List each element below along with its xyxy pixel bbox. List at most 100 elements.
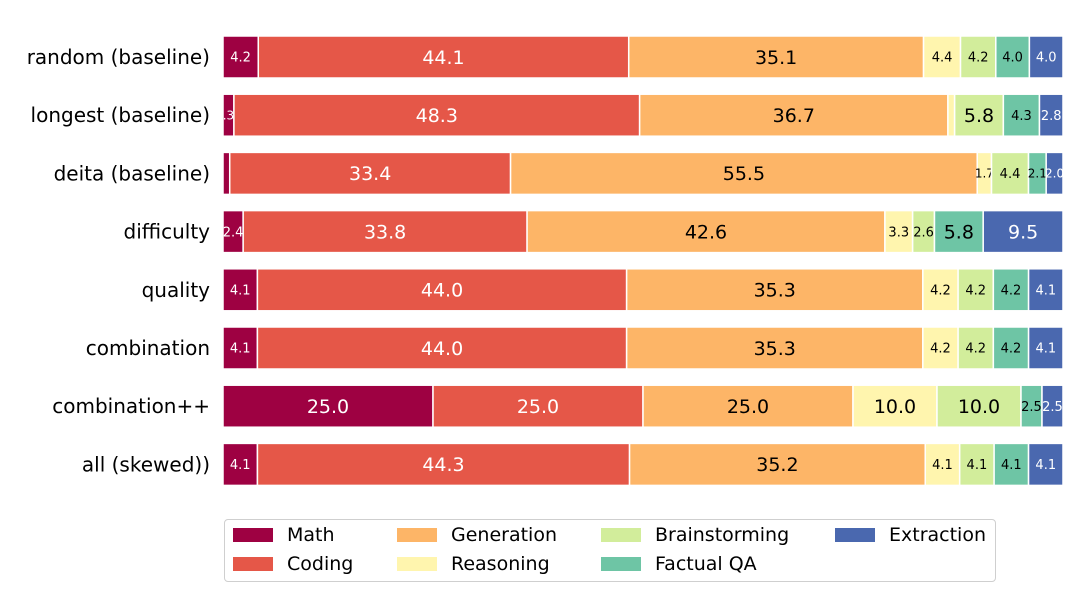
data-label: 4.2 — [1001, 283, 1022, 298]
bar-segment-brainstorming — [958, 442, 995, 487]
data-label: 36.7 — [773, 105, 815, 127]
data-label: 4.1 — [932, 458, 953, 473]
data-label: 25.0 — [307, 396, 349, 418]
bar-segment-extraction — [1027, 268, 1064, 312]
bar-segment-math — [222, 35, 260, 79]
bar-segment-brainstorming — [959, 35, 997, 79]
category-label: longest (baseline) — [31, 103, 210, 127]
bar-segment-reasoning — [924, 442, 961, 487]
data-label: 33.8 — [364, 221, 406, 243]
bar-segment-factual-qa — [995, 35, 1031, 79]
data-label: 2.1 — [1028, 167, 1047, 181]
bar-segment-reasoning — [884, 209, 914, 254]
bar-segment-factual-qa — [992, 326, 1030, 370]
data-label: 42.6 — [685, 221, 727, 243]
data-label: 4.3 — [1011, 109, 1032, 124]
bar-segment-factual-qa — [933, 209, 984, 254]
data-label: 4.2 — [930, 342, 951, 357]
bar-segment-factual-qa — [993, 442, 1030, 487]
category-label: combination++ — [52, 394, 210, 418]
bar-segment-generation — [526, 209, 886, 254]
data-label: 44.3 — [422, 454, 464, 476]
bar-segment-generation — [642, 384, 854, 428]
data-label: 4.0 — [1036, 51, 1057, 66]
legend-item-factual-qa: Factual QA — [601, 553, 757, 575]
data-label: 35.3 — [754, 280, 796, 302]
data-label: 4.1 — [230, 458, 251, 473]
legend-swatch — [397, 557, 437, 571]
category-label: combination — [86, 336, 210, 360]
bar-segment-coding — [432, 384, 644, 428]
data-label: 2.5 — [1042, 400, 1063, 415]
legend-label: Extraction — [889, 524, 986, 546]
category-label: random (baseline) — [27, 45, 210, 69]
data-label: 35.3 — [754, 338, 796, 360]
bar-segment-brainstorming — [936, 384, 1022, 428]
data-label: 4.2 — [965, 283, 986, 298]
data-label: 4.1 — [1035, 283, 1056, 298]
category-label: deita (baseline) — [54, 161, 210, 185]
data-label: 44.0 — [421, 338, 463, 360]
bar-segment-extraction — [1041, 384, 1064, 428]
bar-segment-extraction — [1045, 151, 1064, 196]
legend-swatch — [601, 557, 641, 571]
bar-segment-extraction — [1027, 326, 1064, 370]
data-label: 4.0 — [1002, 51, 1023, 66]
bar-segment-reasoning — [922, 268, 959, 312]
legend-swatch — [601, 528, 641, 542]
category-label: difficulty — [124, 220, 211, 244]
legend-item-reasoning: Reasoning — [397, 553, 550, 575]
data-label: 3.3 — [888, 225, 909, 240]
bar-segment-reasoning — [947, 93, 956, 137]
data-label: 4.1 — [1035, 342, 1056, 357]
data-label: 44.0 — [421, 280, 463, 302]
data-label: 4.1 — [230, 283, 251, 298]
bar-segment-coding — [256, 442, 631, 487]
data-label: 4.2 — [230, 51, 251, 66]
legend-swatch — [397, 528, 437, 542]
bar-segment-extraction — [1028, 35, 1064, 79]
bar-segment-extraction — [1027, 442, 1064, 487]
data-label: 25.0 — [517, 396, 559, 418]
legend-item-extraction: Extraction — [835, 524, 986, 546]
data-label: 48.3 — [416, 105, 458, 127]
data-label: 35.2 — [756, 454, 798, 476]
data-label: 4.1 — [230, 342, 251, 357]
legend-label: Factual QA — [655, 553, 757, 575]
data-label: 2.5 — [1021, 400, 1042, 415]
bar-segment-generation — [625, 268, 924, 312]
bar-segment-generation — [638, 93, 949, 137]
legend-label: Reasoning — [451, 553, 550, 575]
bar-segment-brainstorming — [957, 326, 995, 370]
category-label: all (skewed)) — [82, 452, 210, 476]
bar-segment-brainstorming — [990, 151, 1030, 196]
data-label: 4.2 — [1001, 342, 1022, 357]
data-label: 2.0 — [1045, 167, 1064, 181]
data-label: 44.1 — [422, 47, 464, 69]
data-label: 25.0 — [727, 396, 769, 418]
bar-segment-brainstorming — [953, 93, 1005, 137]
bar-segment-coding — [256, 268, 628, 312]
bar-segment-factual-qa — [1002, 93, 1041, 137]
data-label: 4.1 — [967, 458, 988, 473]
bar-segment-generation — [628, 442, 926, 487]
data-label: 10.0 — [874, 396, 916, 418]
data-label: 4.4 — [932, 51, 953, 66]
bar-segment-coding — [257, 35, 630, 79]
bar-segment-coding — [233, 93, 641, 137]
bar-segment-brainstorming — [957, 268, 995, 312]
data-label: 2.6 — [913, 225, 934, 240]
bar-segment-math — [222, 268, 259, 312]
data-label: 4.2 — [968, 51, 989, 66]
data-label: 33.4 — [349, 163, 391, 185]
data-label: 4.1 — [1035, 458, 1056, 473]
bar-segment-factual-qa — [992, 268, 1030, 312]
legend-swatch — [835, 528, 875, 542]
bar-segment-coding — [256, 326, 628, 370]
data-label: 35.1 — [755, 47, 797, 69]
category-label: quality — [142, 278, 211, 302]
legend-item-generation: Generation — [397, 524, 557, 546]
data-label: 2.8 — [1041, 109, 1062, 124]
legend: Math Coding Generation Reasoning Brainstormi… — [224, 519, 996, 582]
